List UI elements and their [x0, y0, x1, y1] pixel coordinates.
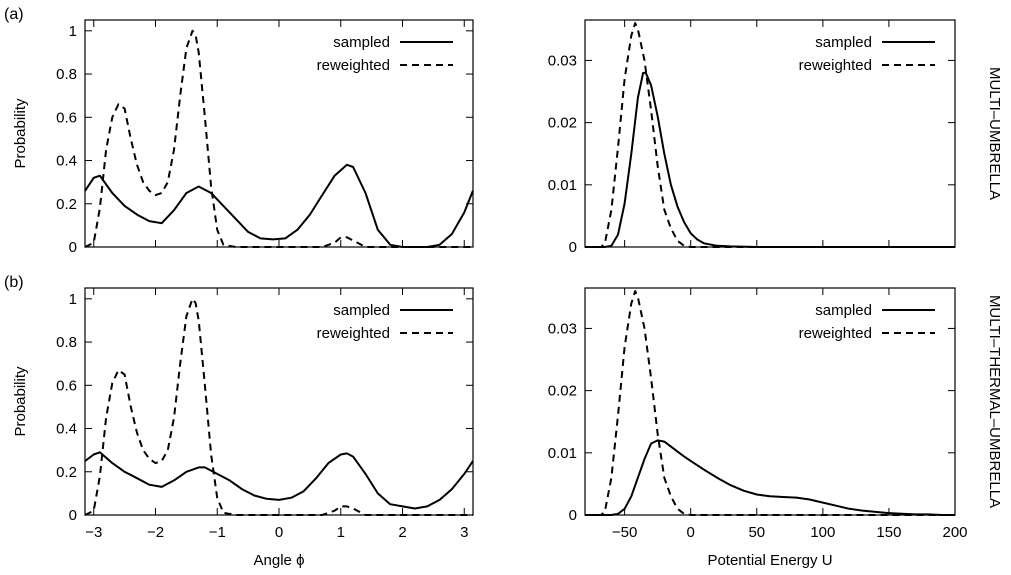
- plot-frame: [584, 287, 956, 516]
- y-tick-label: 0.01: [548, 445, 577, 462]
- x-axis-label: Potential Energy U: [707, 552, 832, 569]
- x-axis-label: Angle ϕ: [254, 552, 305, 569]
- y-tick-label: 0.01: [548, 177, 577, 194]
- row-label: MULTI–UMBRELLA: [986, 67, 1003, 200]
- y-tick-label: 0: [69, 507, 77, 524]
- series-line-sampled: [585, 439, 955, 516]
- series-line-reweighted: [84, 297, 473, 516]
- panel-2: 0 0.01 0.02 0.03 sampled reweighted MULTI–UMBR…: [548, 19, 1003, 256]
- panel-tag: (a): [4, 6, 24, 23]
- panel-1: 0 0.2 0.4 0.6 0.8 1 sampled reweighted Probabili…: [4, 6, 474, 256]
- x-tick-label: 2: [398, 524, 406, 541]
- y-tick-label: 1: [69, 291, 77, 308]
- y-tick-label: 0.4: [56, 153, 77, 170]
- y-tick-label: 0: [69, 239, 77, 256]
- legend-label: sampled: [815, 34, 872, 51]
- legend-label: reweighted: [799, 57, 872, 74]
- legend-label: sampled: [333, 34, 390, 51]
- legend-label: reweighted: [317, 325, 390, 342]
- x-tick-label: 0: [687, 524, 695, 541]
- x-tick-label: 150: [876, 524, 901, 541]
- legend-label: reweighted: [799, 325, 872, 342]
- y-tick-label: 1: [69, 23, 77, 40]
- y-tick-label: 0.6: [56, 109, 77, 126]
- y-tick-label: 0: [569, 239, 577, 256]
- plot-frame: [84, 19, 474, 248]
- legend-label: sampled: [333, 302, 390, 319]
- y-tick-label: 0.02: [548, 115, 577, 132]
- y-axis-label: Probability: [12, 366, 29, 437]
- x-tick-label: −3: [85, 524, 102, 541]
- y-tick-label: 0.4: [56, 421, 77, 438]
- y-tick-label: 0.03: [548, 52, 577, 69]
- x-tick-label: −50: [612, 524, 637, 541]
- legend-label: reweighted: [317, 57, 390, 74]
- series-line-reweighted: [585, 22, 955, 248]
- series-line-sampled: [84, 163, 474, 248]
- x-tick-label: 3: [460, 524, 468, 541]
- x-tick-label: 50: [748, 524, 765, 541]
- x-tick-label: 100: [810, 524, 835, 541]
- y-tick-label: 0.2: [56, 196, 77, 213]
- y-tick-label: 0.8: [56, 66, 77, 83]
- y-tick-label: 0.02: [548, 383, 577, 400]
- series-line-sampled: [84, 451, 474, 510]
- series-line-sampled: [585, 71, 955, 248]
- series-line-reweighted: [585, 290, 955, 516]
- panel-3: 0 0.2 0.4 0.6 0.8 1 −3 −2 −1 0 1 2 3 sampled reweighte…: [4, 274, 474, 569]
- y-tick-label: 0.2: [56, 464, 77, 481]
- plot-frame: [584, 19, 956, 248]
- y-axis-label: Probability: [12, 98, 29, 169]
- legend-label: sampled: [815, 302, 872, 319]
- row-label: MULTI–THERMAL–UMBRELLA: [986, 295, 1003, 508]
- y-tick-label: 0.6: [56, 377, 77, 394]
- x-tick-label: −1: [209, 524, 226, 541]
- y-tick-label: 0.8: [56, 334, 77, 351]
- series-line-reweighted: [84, 29, 473, 248]
- panel-tag: (b): [4, 274, 24, 291]
- y-tick-label: 0: [569, 507, 577, 524]
- panel-4: 0 0.01 0.02 0.03 −50 0 50 100 150 200 sampled rewei…: [548, 287, 1003, 569]
- y-tick-label: 0.03: [548, 320, 577, 337]
- x-tick-label: −2: [147, 524, 164, 541]
- x-tick-label: 0: [275, 524, 283, 541]
- x-tick-label: 1: [337, 524, 345, 541]
- x-tick-label: 200: [942, 524, 967, 541]
